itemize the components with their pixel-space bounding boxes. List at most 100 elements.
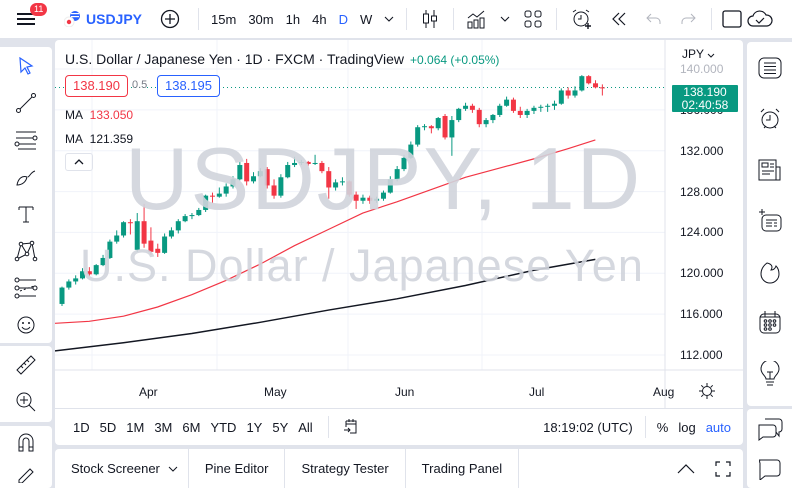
xabcd-pattern-icon [14,240,38,261]
candle-body [387,179,393,193]
menu-button[interactable]: 11 [0,0,52,38]
messages-button[interactable] [747,449,792,488]
tab-strategy-tester[interactable]: Strategy Tester [285,449,406,488]
pattern-tool[interactable] [0,232,52,269]
chats-button[interactable] [747,409,792,449]
range-5d[interactable]: 5D [99,419,117,435]
candle-body [374,198,380,201]
expand-panel-button[interactable] [669,463,703,474]
interval-15m[interactable]: 15m [205,0,242,38]
range-1m[interactable]: 1M [126,419,145,435]
watchlist-button[interactable] [747,42,792,93]
auto-scale-toggle[interactable]: auto [705,419,731,435]
percent-scale-toggle[interactable]: % [656,419,669,435]
goto-date-button[interactable] [339,419,363,435]
chevron-up-icon [74,159,84,165]
candle-body [59,287,65,304]
candle-body [408,144,414,158]
chart-panel[interactable]: USDJPY, 1D U.S. Dollar / Japanese Yen U.… [55,40,743,445]
redo-button[interactable] [671,0,705,38]
candle-body [148,240,154,252]
ideas-stream-button[interactable] [747,195,792,246]
icon-tool[interactable] [0,306,52,343]
range-ytd[interactable]: YTD [210,419,237,435]
replay-button[interactable] [601,0,637,38]
tab-stock-screener[interactable]: Stock Screener [55,449,189,488]
candle-body [360,197,366,201]
range-6m[interactable]: 6M [182,419,201,435]
collapse-legend-button[interactable] [65,153,93,171]
candle-body [469,105,475,110]
divider [406,8,408,30]
buy-button[interactable]: 138.195 [157,75,220,97]
hotlists-button[interactable] [747,246,792,297]
ma-slow-legend[interactable]: MA 121.359 [65,132,133,146]
range-all[interactable]: All [298,419,313,435]
ruler-tool[interactable] [0,346,52,383]
chart-legend: U.S. Dollar / Japanese Yen · 1D · FXCM ·… [65,51,499,67]
interval-w[interactable]: W [354,0,378,38]
chart-settings-button[interactable] [699,383,715,399]
indicators-button[interactable] [460,0,494,38]
candle-body [545,105,551,107]
chat-group [747,409,792,488]
chart-type-button[interactable] [413,0,447,38]
currency-selector[interactable]: JPY [682,47,715,61]
candle-body [326,171,332,188]
timezone-clock[interactable]: 18:19:02 (UTC) [543,419,633,435]
zoom-in-tool[interactable] [0,383,52,420]
interval-d[interactable]: D [333,0,354,38]
tab-trading-panel[interactable]: Trading Panel [406,449,520,488]
tab-pine-editor[interactable]: Pine Editor [189,449,286,488]
compare-symbol-button[interactable] [148,0,192,38]
cursor-arrow-icon [19,56,34,75]
currency-label: JPY [682,47,704,61]
ideas-button[interactable] [747,348,792,399]
brush-tool[interactable] [0,158,52,195]
sell-button[interactable]: 138.190 [65,75,128,97]
interval-4h[interactable]: 4h [306,0,332,38]
range-1y[interactable]: 1Y [246,419,263,435]
prediction-tool[interactable] [0,269,52,306]
calendar-icon [759,310,780,333]
price-chart-canvas[interactable] [55,40,743,408]
candle-body [456,108,462,121]
candle-body [121,222,127,236]
cursor-tool[interactable] [0,47,52,84]
interval-1h[interactable]: 1h [280,0,306,38]
ma-fast-legend[interactable]: MA 133.050 [65,108,133,122]
text-tool[interactable] [0,195,52,232]
candle-body [168,230,174,237]
tab-label: Trading Panel [421,461,503,476]
trend-line-tool[interactable] [0,84,52,121]
interval-30m[interactable]: 30m [242,0,279,38]
range-5y[interactable]: 5Y [272,419,289,435]
layout-button[interactable] [516,0,550,38]
log-scale-toggle[interactable]: log [678,419,696,435]
candles-icon [423,10,438,28]
news-button[interactable] [747,144,792,195]
candle-body [319,162,325,172]
cloud-save-button[interactable] [746,0,776,38]
undo-button[interactable] [637,0,671,38]
candle-body [127,222,133,224]
magnet-tool[interactable] [0,426,52,457]
maximize-panel-button[interactable] [703,460,743,477]
alerts-button[interactable] [747,93,792,144]
interval-dropdown[interactable] [378,0,400,38]
symbol-search-button[interactable]: USDJPY [52,0,148,38]
candle-body [162,236,168,253]
calendar-button[interactable] [747,297,792,348]
undo-icon [646,13,661,24]
create-alert-button[interactable] [563,0,601,38]
range-3m[interactable]: 3M [154,419,173,435]
range-1d[interactable]: 1D [73,419,90,435]
price-label: 132.000 [680,144,724,158]
lock-drawings-tool[interactable] [0,457,52,488]
candle-body [346,181,352,195]
fullscreen-toggle-button[interactable] [718,0,746,38]
candle-body [579,76,585,91]
candle-body [244,162,250,182]
indicators-dropdown[interactable] [494,0,516,38]
fib-retracement-tool[interactable] [0,121,52,158]
